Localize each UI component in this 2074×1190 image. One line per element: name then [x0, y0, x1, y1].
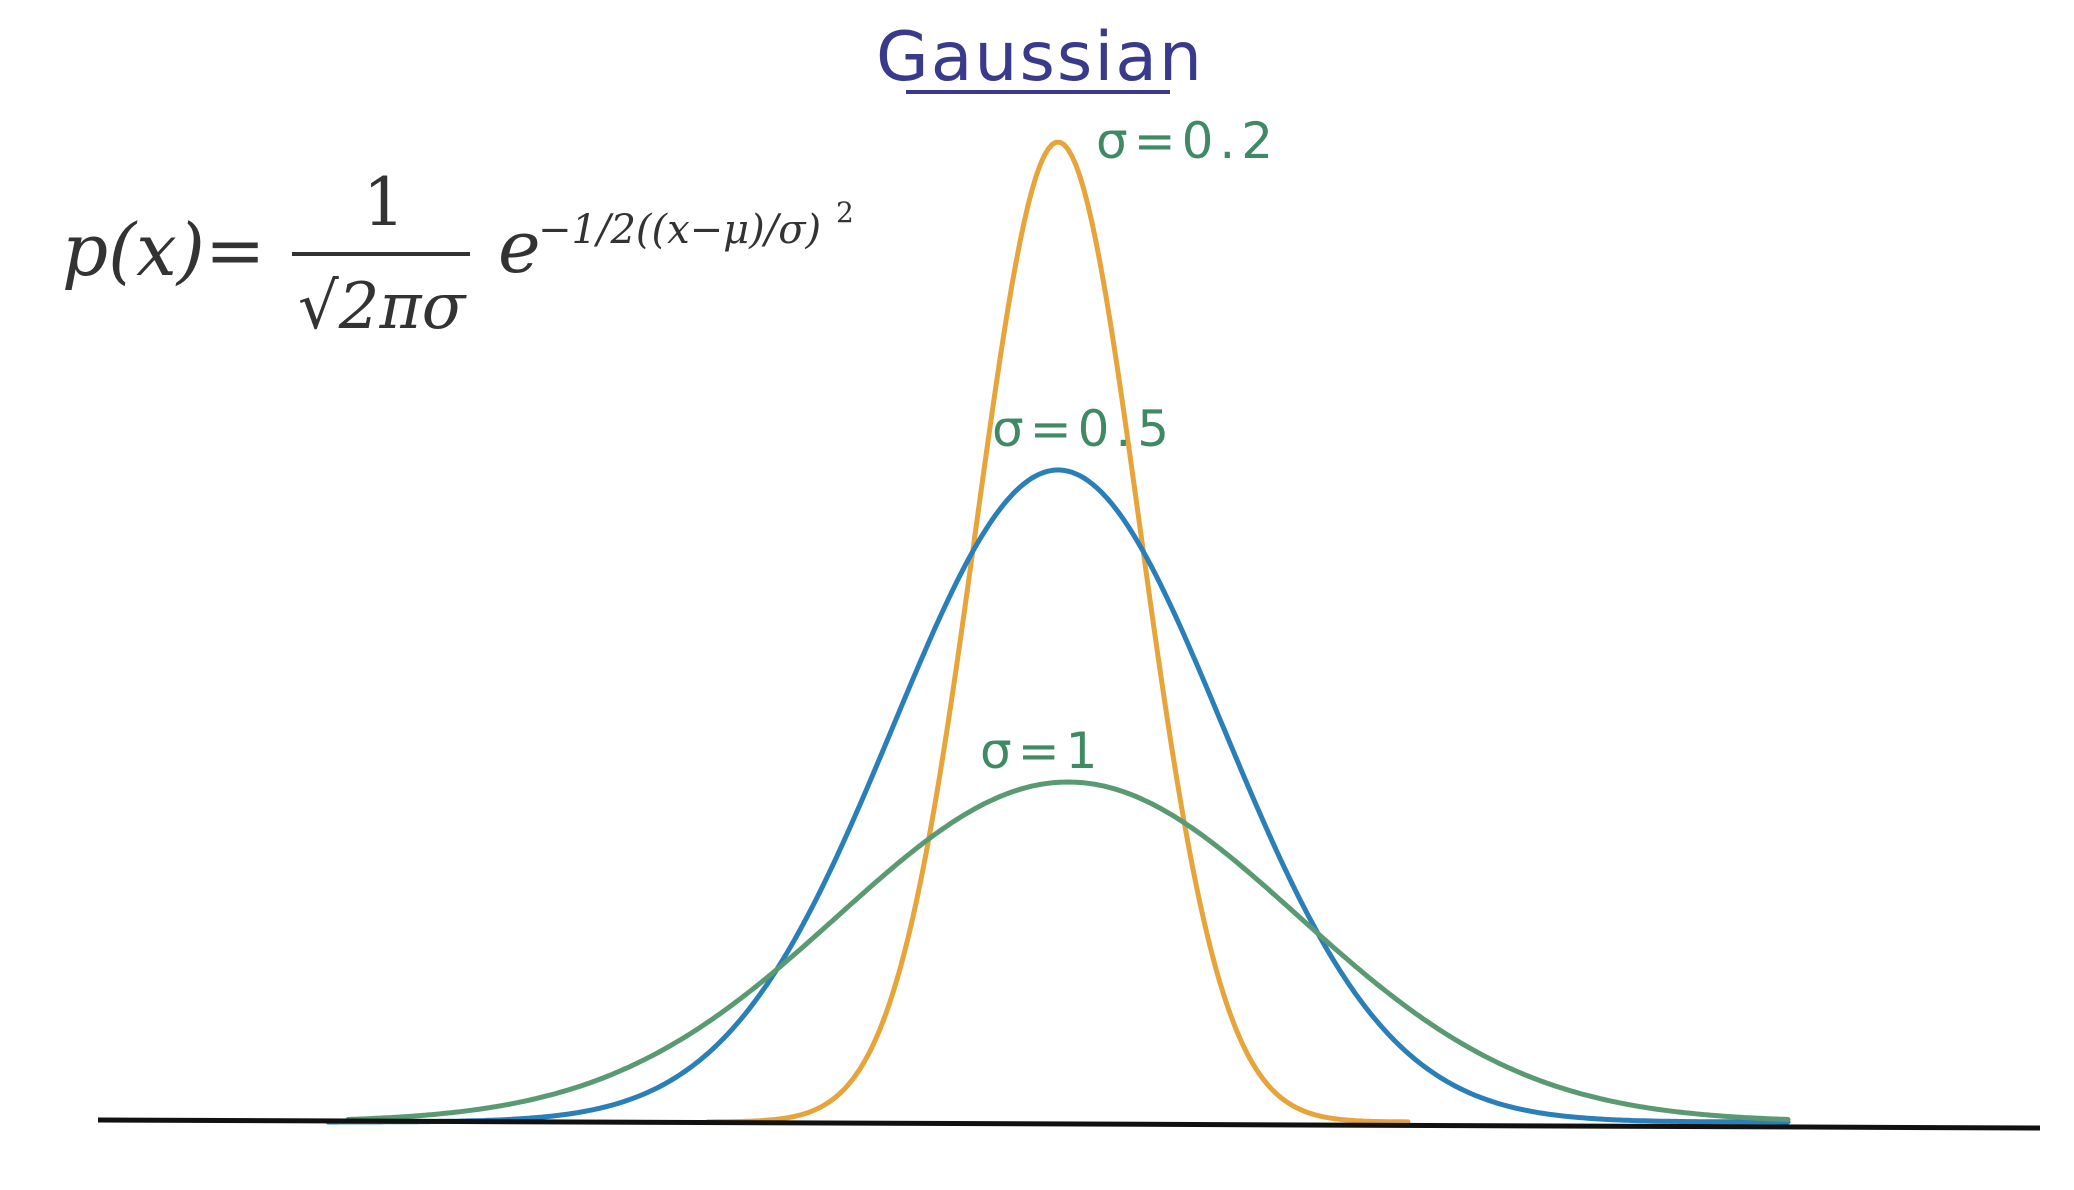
formula-exponent: −1/2((x−μ)/σ): [538, 207, 821, 253]
label-sigma-1: σ=1: [980, 722, 1103, 780]
diagram-title: Gaussian: [876, 18, 1204, 97]
gaussian-formula: p(x) = 1 √2πσ e −1/2((x−μ)/σ) 2: [62, 164, 854, 344]
formula-numerator: 1: [363, 164, 405, 241]
formula-exponent-power: 2: [836, 196, 854, 229]
formula-lhs: p(x): [62, 208, 205, 292]
formula-base: e: [498, 205, 541, 289]
curve-sigma-1: [345, 779, 1791, 1122]
label-sigma-0-5: σ=0.5: [992, 400, 1175, 458]
label-sigma-0-2: σ=0.2: [1096, 112, 1279, 170]
formula-denominator: √2πσ: [298, 270, 468, 344]
formula-equals: =: [205, 208, 265, 292]
curve-sigma-0-5: [325, 467, 1791, 1125]
curve-sigma-0-2: [705, 139, 1411, 1125]
x-axis-baseline: [97, 1117, 2041, 1131]
